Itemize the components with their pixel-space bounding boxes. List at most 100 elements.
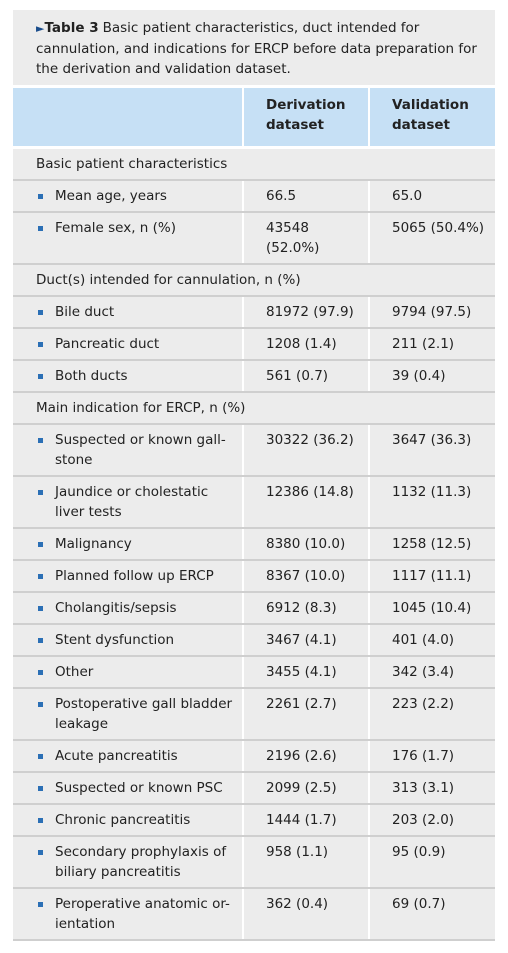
- bullet: [38, 754, 43, 759]
- validation-cell: 95 (0.9): [368, 836, 495, 889]
- row-label-cell: Secondary prophylaxis of biliary pancrea…: [13, 836, 243, 889]
- derivation-cell: 2099 (2.5): [242, 772, 369, 805]
- derivation-cell: 30322 (36.2): [242, 424, 369, 477]
- row-label-cell: Bile duct: [13, 296, 243, 329]
- row-label: Postoperative gall bladder leakage: [55, 696, 233, 732]
- data-row: Malignancy 8380 (10.0) 1258 (12.5): [13, 528, 495, 561]
- validation-cell: 39 (0.4): [368, 360, 495, 393]
- validation-cell: 3647 (36.3): [368, 424, 495, 477]
- derivation-cell: 81972 (97.9): [242, 296, 369, 329]
- derivation-cell: 12386 (14.8): [242, 476, 369, 529]
- caption-label: Table 3: [44, 20, 99, 36]
- table: Derivation dataset Validation dataset Basi…: [13, 88, 495, 941]
- row-label: Bile duct: [55, 304, 115, 320]
- section-row: Duct(s) intended for cannulation, n (%): [13, 264, 495, 297]
- data-row: Chronic pancreatitis 1444 (1.7) 203 (2.0): [13, 804, 495, 837]
- bullet: [38, 574, 43, 579]
- derivation-cell: 3455 (4.1): [242, 656, 369, 689]
- row-label: Jaundice or cholestatic liver tests: [55, 484, 209, 520]
- data-row: Secondary prophylaxis of biliary pancrea…: [13, 836, 495, 889]
- row-label: Planned follow up ERCP: [55, 568, 214, 584]
- data-row: Female sex, n (%) 43548 (52.0%) 5065 (50.4…: [13, 212, 495, 265]
- data-row: Other 3455 (4.1) 342 (3.4): [13, 656, 495, 689]
- data-row: Jaundice or cholestatic liver tests 12386…: [13, 476, 495, 529]
- derivation-cell: 2196 (2.6): [242, 740, 369, 773]
- validation-cell: 65.0: [368, 180, 495, 213]
- validation-cell: 9794 (97.5): [368, 296, 495, 329]
- section-title: Main indication for ERCP, n (%): [13, 392, 495, 425]
- row-label: Peroperative anatomic or-ientation: [55, 896, 230, 932]
- bullet: [38, 310, 43, 315]
- section-row: Basic patient characteristics: [13, 147, 495, 181]
- row-label-cell: Chronic pancreatitis: [13, 804, 243, 837]
- row-label: Cholangitis/sepsis: [55, 600, 177, 616]
- row-label-cell: Mean age, years: [13, 180, 243, 213]
- derivation-cell: 66.5: [242, 180, 369, 213]
- table-body: Derivation dataset Validation dataset Basi…: [13, 88, 495, 941]
- data-row: Acute pancreatitis 2196 (2.6) 176 (1.7): [13, 740, 495, 773]
- row-label-cell: Suspected or known PSC: [13, 772, 243, 805]
- bullet: [38, 342, 43, 347]
- bullet: [38, 490, 43, 495]
- table-figure: ►Table 3 Basic patient characteristics, d…: [13, 10, 495, 941]
- derivation-cell: 2261 (2.7): [242, 688, 369, 741]
- caption: ►Table 3 Basic patient characteristics, d…: [13, 10, 495, 85]
- data-row: Planned follow up ERCP 8367 (10.0) 1117 (1…: [13, 560, 495, 593]
- data-row: Stent dysfunction 3467 (4.1) 401 (4.0): [13, 624, 495, 657]
- validation-cell: 69 (0.7): [368, 888, 495, 941]
- row-label-cell: Both ducts: [13, 360, 243, 393]
- row-label-cell: Cholangitis/sepsis: [13, 592, 243, 625]
- section-title: Duct(s) intended for cannulation, n (%): [13, 264, 495, 297]
- bullet: [38, 438, 43, 443]
- row-label-cell: Peroperative anatomic or-ientation: [13, 888, 243, 941]
- row-label-cell: Other: [13, 656, 243, 689]
- data-row: Postoperative gall bladder leakage 2261 (…: [13, 688, 495, 741]
- data-row: Both ducts 561 (0.7) 39 (0.4): [13, 360, 495, 393]
- row-label-cell: Acute pancreatitis: [13, 740, 243, 773]
- bullet: [38, 226, 43, 231]
- derivation-cell: 958 (1.1): [242, 836, 369, 889]
- validation-cell: 176 (1.7): [368, 740, 495, 773]
- derivation-cell: 1208 (1.4): [242, 328, 369, 361]
- row-label: Both ducts: [55, 368, 128, 384]
- data-row: Mean age, years 66.5 65.0: [13, 180, 495, 213]
- bullet: [38, 638, 43, 643]
- bullet: [38, 850, 43, 855]
- validation-cell: 1117 (11.1): [368, 560, 495, 593]
- header-row: Derivation dataset Validation dataset: [13, 88, 495, 149]
- row-label: Female sex, n (%): [55, 220, 176, 236]
- row-label-cell: Malignancy: [13, 528, 243, 561]
- row-label: Mean age, years: [55, 188, 167, 204]
- row-label-cell: Stent dysfunction: [13, 624, 243, 657]
- row-label: Suspected or known gall-stone: [55, 432, 226, 468]
- row-label: Pancreatic duct: [55, 336, 160, 352]
- bullet: [38, 542, 43, 547]
- data-row: Suspected or known PSC 2099 (2.5) 313 (3.1…: [13, 772, 495, 805]
- header-cell: [13, 88, 243, 149]
- bullet: [38, 374, 43, 379]
- row-label: Suspected or known PSC: [55, 780, 223, 796]
- bullet: [38, 606, 43, 611]
- validation-cell: 1045 (10.4): [368, 592, 495, 625]
- header-cell: Validation dataset: [368, 88, 495, 149]
- row-label: Other: [55, 664, 94, 680]
- row-label-cell: Female sex, n (%): [13, 212, 243, 265]
- row-label-cell: Postoperative gall bladder leakage: [13, 688, 243, 741]
- row-label-cell: Jaundice or cholestatic liver tests: [13, 476, 243, 529]
- validation-cell: 342 (3.4): [368, 656, 495, 689]
- row-label-cell: Suspected or known gall-stone: [13, 424, 243, 477]
- data-row: Pancreatic duct 1208 (1.4) 211 (2.1): [13, 328, 495, 361]
- row-label-cell: Pancreatic duct: [13, 328, 243, 361]
- data-row: Peroperative anatomic or-ientation 362 (0…: [13, 888, 495, 941]
- row-label-cell: Planned follow up ERCP: [13, 560, 243, 593]
- caption-text: Basic patient characteristics, duct inte…: [36, 20, 477, 77]
- row-label: Chronic pancreatitis: [55, 812, 191, 828]
- data-row: Cholangitis/sepsis 6912 (8.3) 1045 (10.4): [13, 592, 495, 625]
- bullet: [38, 194, 43, 199]
- row-label: Stent dysfunction: [55, 632, 175, 648]
- row-label: Malignancy: [55, 536, 132, 552]
- validation-cell: 223 (2.2): [368, 688, 495, 741]
- row-label: Acute pancreatitis: [55, 748, 178, 764]
- derivation-cell: 6912 (8.3): [242, 592, 369, 625]
